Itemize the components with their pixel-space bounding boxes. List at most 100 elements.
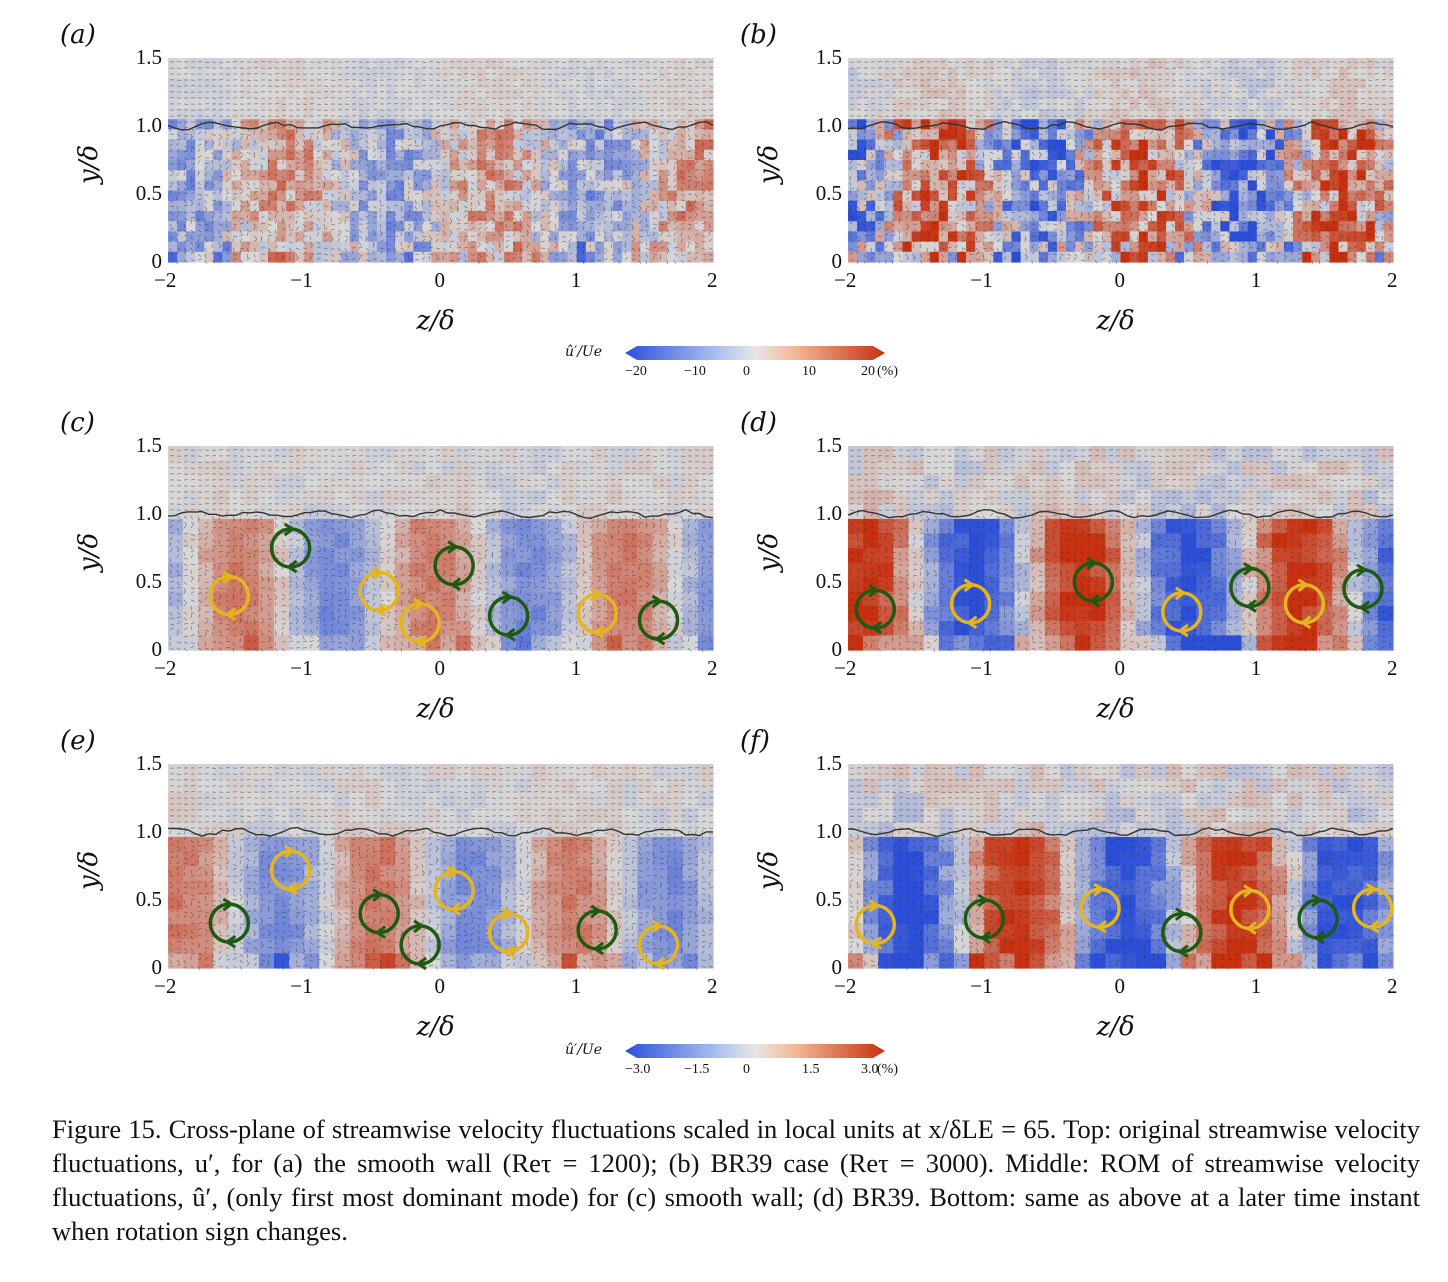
panel-d: (d) 1.5 1.0 0.5 0 −2 −1 0 1 2 y/δ z/δ [740, 404, 1430, 734]
vortex-arrow [372, 566, 384, 580]
y-tick-label: 0 [152, 637, 163, 662]
x-tick-label: −1 [970, 268, 992, 293]
boundary-layer-edge [167, 826, 713, 837]
vortex-arrow [1245, 921, 1257, 935]
x-axis-label: z/δ [1097, 306, 1135, 336]
y-tick-label: 1.5 [816, 433, 842, 458]
panel-label: (f) [740, 726, 770, 756]
y-tick-label: 0 [152, 249, 163, 274]
vortex-arrow [224, 934, 237, 949]
vortex-arrow [1177, 944, 1189, 958]
flow-field-plot [167, 58, 714, 265]
colorbar-bottom: û′/Ue −3.0 −1.5 0 1.5 3.0 (%) [565, 1040, 915, 1090]
x-tick-label: 0 [1115, 974, 1126, 999]
y-tick-label: 0.5 [816, 569, 842, 594]
x-tick-label: 2 [707, 974, 718, 999]
vortex-arrow [224, 607, 237, 621]
x-tick-label: −1 [970, 656, 992, 681]
vortex-arrow [1313, 930, 1325, 945]
vortex-arrow [372, 888, 384, 902]
colorbar-tick: −10 [684, 364, 706, 380]
x-tick-label: 1 [571, 268, 582, 293]
vortex-arrow [283, 522, 296, 537]
colorbar-tick: −1.5 [684, 1062, 709, 1078]
y-tick-label: 1.5 [816, 45, 842, 70]
vortex-arrow [868, 899, 880, 913]
vortex-arrow [222, 570, 234, 584]
boundary-layer-edge [847, 120, 1394, 131]
x-tick-label: −2 [154, 656, 176, 681]
x-tick-label: −2 [834, 268, 856, 293]
panel-a: (a) 1.5 1.0 0.5 0 −2 −1 0 1 2 y/δ z/δ [60, 16, 750, 346]
x-tick-label: 0 [435, 268, 446, 293]
x-axis-label: z/δ [1097, 694, 1135, 724]
y-tick-label: 0 [832, 955, 843, 980]
panel-label: (c) [60, 408, 95, 438]
panel-label: (b) [740, 20, 777, 50]
y-tick-label: 1.0 [816, 819, 842, 844]
vortex-arrow [1311, 893, 1323, 908]
y-axis-label: y/δ [74, 533, 104, 572]
vortex-arrow [1174, 907, 1187, 921]
vortex-arrow [449, 577, 462, 591]
y-tick-label: 0.5 [816, 887, 842, 912]
vortex-arrow [1299, 615, 1312, 630]
boundary-layer-edge [847, 827, 1394, 838]
x-axis-label: z/δ [417, 694, 455, 724]
y-tick-label: 0.5 [136, 569, 162, 594]
colorbar-top: û′/Ue −20 −10 0 10 20 (%) [565, 342, 915, 392]
flow-field-plot [847, 764, 1394, 971]
vortex-arrow [1095, 919, 1107, 934]
panel-b: (b) 1.5 1.0 0.5 0 −2 −1 0 1 2 y/δ z/δ [740, 16, 1430, 346]
x-tick-label: −1 [290, 268, 312, 293]
colorbar-tick: 20 [861, 364, 875, 380]
figure-caption: Figure 15. Cross-plane of streamwise vel… [52, 1112, 1420, 1248]
colorbar-gradient [625, 1044, 885, 1058]
vortex-arrow [1358, 600, 1370, 615]
y-tick-label: 0.5 [816, 181, 842, 206]
vortex-arrow [283, 844, 296, 859]
colorbar-gradient [625, 346, 885, 360]
vortex-arrow [285, 881, 298, 896]
vortex-arrow [868, 583, 880, 598]
vortex-arrow [415, 956, 427, 971]
y-tick-label: 1.5 [816, 751, 842, 776]
x-axis-label: z/δ [1097, 1012, 1135, 1042]
y-tick-label: 1.0 [816, 501, 842, 526]
colorbar-tick: 10 [802, 364, 816, 380]
vortex-arrow [1086, 556, 1098, 571]
panel-f: (f) 1.5 1.0 0.5 0 −2 −1 0 1 2 y/δ z/δ [740, 722, 1430, 1052]
x-tick-label: −2 [834, 974, 856, 999]
vortex-arrow [374, 925, 387, 939]
x-tick-label: 1 [1251, 656, 1262, 681]
colorbar-unit: (%) [877, 364, 898, 380]
vortex-arrow [651, 919, 664, 934]
y-axis-label: y/δ [754, 851, 784, 890]
vortex-arrow [870, 621, 883, 635]
colorbar-tick: 0 [743, 1062, 750, 1078]
colorbar-tick: −20 [625, 364, 647, 380]
vortex-arrow [447, 540, 459, 554]
flow-field-plot [167, 764, 714, 971]
y-tick-label: 1.5 [136, 751, 162, 776]
x-tick-label: −2 [154, 268, 176, 293]
colorbar-tick: 1.5 [802, 1062, 820, 1078]
vortex-arrow [1174, 586, 1187, 601]
vortex-arrow [413, 597, 425, 611]
colorbar-unit: (%) [877, 1062, 898, 1078]
y-tick-label: 1.0 [136, 113, 162, 138]
flow-field-plot [167, 446, 714, 653]
x-tick-label: 0 [435, 656, 446, 681]
vortex-arrow [449, 902, 462, 916]
y-tick-label: 0.5 [136, 887, 162, 912]
vortex-arrow [374, 603, 387, 617]
panel-c: (c) 1.5 1.0 0.5 0 −2 −1 0 1 2 y/δ z/δ [60, 404, 750, 734]
y-axis-label: y/δ [74, 851, 104, 890]
vortex-arrow [285, 559, 298, 574]
y-tick-label: 1.0 [816, 113, 842, 138]
vortex-arrow [651, 594, 664, 609]
x-tick-label: 1 [1251, 268, 1262, 293]
colorbar-tick: −3.0 [625, 1062, 650, 1078]
x-axis-label: z/δ [417, 306, 455, 336]
y-axis-label: y/δ [754, 533, 784, 572]
